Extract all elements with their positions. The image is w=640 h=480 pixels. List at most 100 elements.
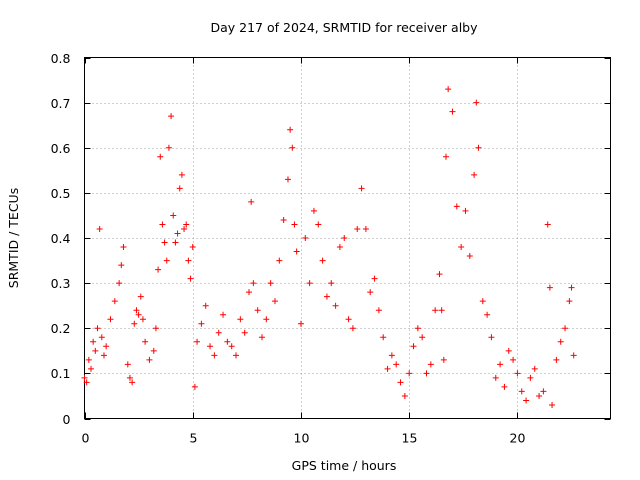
data-point: [135, 311, 142, 318]
plot-frame: [84, 57, 611, 419]
data-point: [349, 325, 356, 332]
data-point: [553, 356, 560, 363]
data-point: [246, 289, 253, 296]
data-point: [419, 334, 426, 341]
data-point: [336, 244, 343, 251]
data-point: [83, 379, 90, 386]
y-tick-label: 0.7: [51, 96, 71, 111]
x-tick-label: 15: [402, 431, 418, 446]
data-point: [90, 338, 97, 345]
data-point: [332, 302, 339, 309]
data-point: [557, 338, 564, 345]
data-point: [224, 338, 231, 345]
y-tick-label: 0.4: [51, 231, 71, 246]
data-point: [289, 144, 296, 151]
data-point: [473, 99, 480, 106]
data-point: [124, 361, 131, 368]
data-point: [479, 298, 486, 305]
data-point: [291, 221, 298, 228]
data-point: [505, 347, 512, 354]
data-point: [116, 280, 123, 287]
data-point: [165, 144, 172, 151]
data-point: [362, 225, 369, 232]
data-point: [146, 356, 153, 363]
y-tick-label: 0.1: [51, 366, 71, 381]
data-point: [159, 221, 166, 228]
data-point: [207, 343, 214, 350]
data-point: [241, 329, 248, 336]
data-point: [302, 235, 309, 241]
data-point: [183, 221, 190, 228]
data-point: [81, 374, 88, 381]
data-point: [410, 343, 417, 350]
data-point: [471, 171, 478, 178]
data-point: [310, 207, 317, 214]
data-point: [315, 221, 322, 228]
data-point: [540, 388, 547, 395]
data-point: [228, 343, 235, 350]
data-point: [258, 334, 265, 341]
data-point: [518, 388, 525, 395]
y-tick-label: 0.3: [51, 276, 71, 291]
data-point: [527, 374, 534, 381]
data-point: [432, 307, 439, 314]
y-tick-label: 0.5: [51, 186, 71, 201]
data-point: [129, 379, 136, 386]
data-point: [152, 325, 159, 332]
data-point: [492, 374, 499, 381]
data-point: [142, 338, 149, 345]
data-point: [466, 253, 473, 260]
data-point: [150, 347, 157, 354]
data-point: [414, 325, 421, 332]
data-point: [189, 244, 196, 251]
data-point: [155, 266, 162, 273]
data-point: [570, 352, 577, 359]
data-point: [445, 86, 452, 93]
data-point: [191, 383, 198, 390]
data-point: [323, 293, 330, 300]
data-point: [103, 343, 110, 350]
data-point: [562, 325, 569, 332]
data-point: [178, 171, 185, 178]
data-point: [293, 248, 300, 255]
data-point: [297, 320, 304, 327]
data-point: [306, 280, 313, 287]
data-point: [168, 113, 175, 120]
x-axis-label: GPS time / hours: [292, 458, 397, 473]
y-tick-label: 0.2: [51, 321, 71, 336]
data-point: [375, 307, 382, 314]
data-point: [157, 153, 164, 160]
data-point: [139, 316, 146, 323]
y-tick-label: 0.8: [51, 51, 71, 66]
data-point: [384, 365, 391, 372]
data-point: [248, 198, 255, 205]
data-point: [287, 126, 294, 133]
x-tick-label: 10: [294, 431, 310, 446]
x-tick-label: 5: [190, 431, 198, 446]
data-point: [172, 239, 179, 246]
data-point: [198, 320, 205, 327]
data-point: [358, 185, 365, 192]
data-point: [111, 298, 118, 305]
data-point: [380, 334, 387, 341]
grid-layer: [84, 57, 611, 419]
data-point: [442, 153, 449, 160]
data-point: [566, 298, 573, 305]
data-point: [96, 225, 103, 232]
data-point: [546, 284, 553, 291]
y-tick-label: 0: [63, 412, 71, 427]
data-point: [267, 280, 274, 287]
data-point: [220, 311, 227, 318]
y-axis-label: SRMTID / TECUs: [6, 188, 21, 288]
data-point: [237, 316, 244, 323]
data-point: [161, 239, 168, 246]
x-tick-label: 0: [82, 431, 90, 446]
data-point: [163, 257, 170, 264]
data-point: [118, 262, 125, 269]
data-point: [170, 212, 177, 219]
data-point: [458, 244, 465, 251]
data-point: [436, 271, 443, 278]
data-point: [250, 280, 257, 287]
data-point: [484, 311, 491, 318]
